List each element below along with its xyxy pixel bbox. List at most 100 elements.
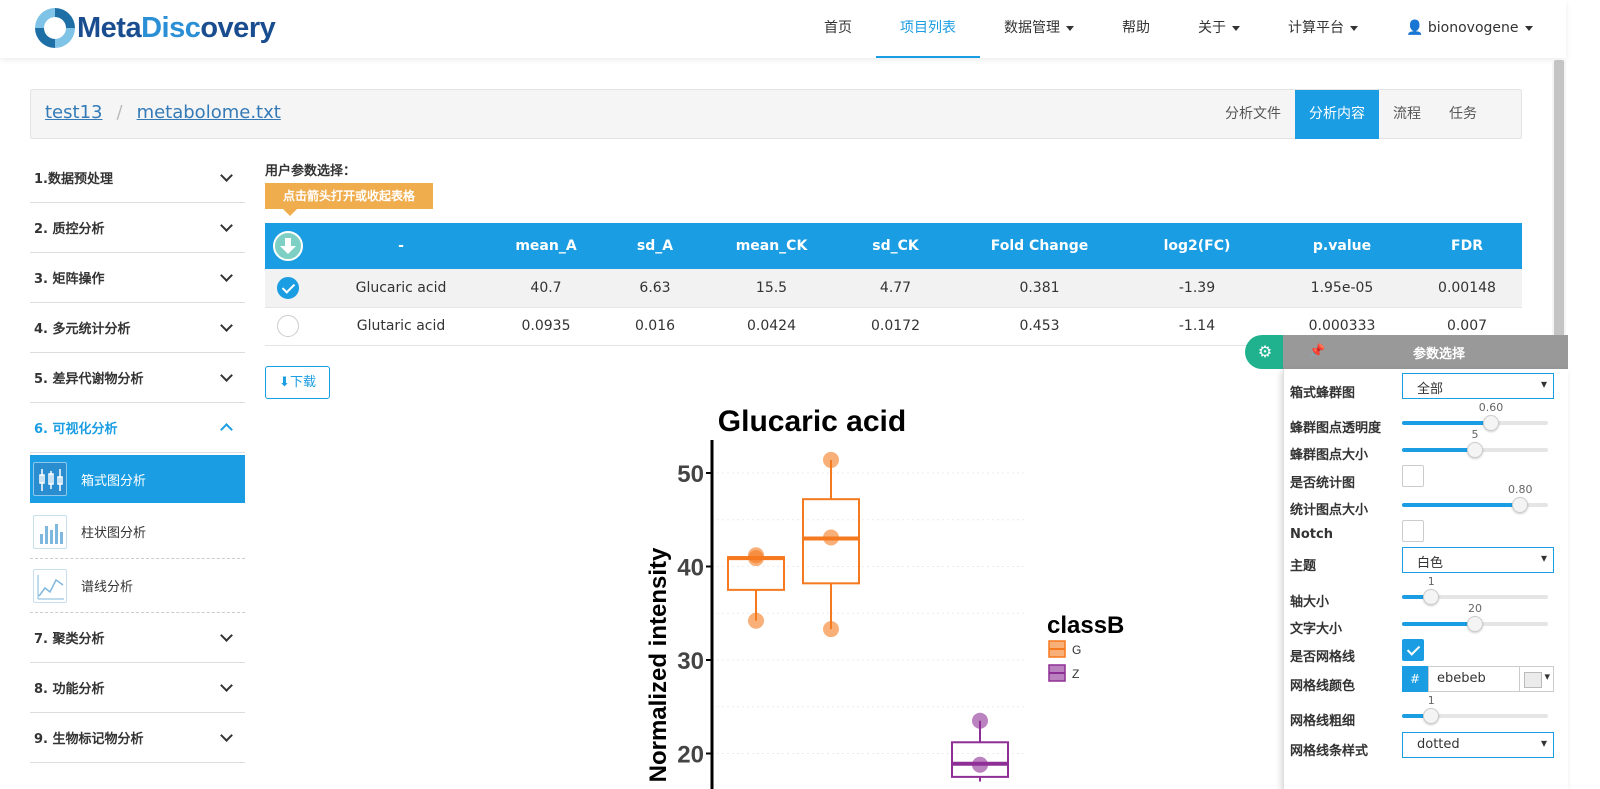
table-row[interactable]: Glucaric acid 40.7 6.63 15.5 4.77 0.381 … [265, 269, 1522, 308]
table-cell: 40.7 [491, 269, 601, 308]
nav-projects[interactable]: 项目列表 [876, 0, 980, 58]
gear-icon[interactable]: ⚙ [1245, 335, 1285, 369]
data-point [748, 612, 764, 629]
param-label: 蜂群图点大小 [1290, 448, 1369, 463]
chevron-down-icon [220, 269, 233, 282]
table-cell: 0.016 [601, 307, 709, 346]
param-label: 箱式蜂群图 [1290, 386, 1356, 401]
row-radio[interactable] [277, 315, 299, 337]
slider-handle[interactable] [1467, 616, 1483, 632]
nav-data-management[interactable]: 数据管理 [980, 0, 1098, 58]
download-icon: ⬇ [279, 375, 290, 390]
show-stat-checkbox[interactable] [1402, 465, 1424, 487]
view-tabs: 分析文件 分析内容 流程 任务 [1211, 90, 1491, 139]
col-header: sd_CK [834, 223, 957, 269]
slider-handle[interactable] [1423, 589, 1440, 605]
chevron-down-icon [220, 369, 233, 382]
sidebar-item-biomarker[interactable]: 9. 生物标记物分析 [30, 713, 245, 763]
sidebar-item-preprocessing[interactable]: 1.数据预处理 [30, 153, 245, 203]
slider-handle[interactable] [1483, 415, 1500, 431]
col-header: FDR [1412, 223, 1522, 269]
sidebar-item-multivariate[interactable]: 4. 多元统计分析 [30, 303, 245, 353]
tab-analysis-files[interactable]: 分析文件 [1225, 106, 1281, 122]
table-cell: 0.0935 [491, 307, 601, 346]
grid-style-select[interactable]: dotted [1402, 732, 1554, 758]
color-picker-button[interactable] [1520, 666, 1554, 692]
axis-size-slider[interactable]: 1 [1402, 575, 1548, 605]
grid-width-slider[interactable]: 1 [1402, 694, 1548, 724]
breadcrumb-file-link[interactable]: metabolome.txt [136, 102, 281, 123]
param-label: 网格线条样式 [1290, 744, 1369, 759]
sidebar-item-function[interactable]: 8. 功能分析 [30, 663, 245, 713]
grid-color-value[interactable]: ebebeb [1428, 666, 1520, 692]
nav-compute-platform[interactable]: 计算平台 [1264, 0, 1382, 58]
chevron-down-icon [220, 729, 233, 742]
data-point [823, 451, 839, 468]
slider-handle[interactable] [1467, 442, 1483, 458]
slider-value: 0.80 [1508, 483, 1533, 496]
text-size-slider[interactable]: 20 [1402, 602, 1548, 632]
pin-icon[interactable]: 📌 [1309, 344, 1326, 359]
line-chart-icon [33, 568, 67, 603]
stat-point-size-slider[interactable]: 0.80 [1402, 483, 1548, 513]
breadcrumb-project-link[interactable]: test13 [45, 102, 103, 123]
col-header: sd_A [601, 223, 709, 269]
slider-value: 1 [1427, 694, 1435, 707]
sidebar-item-matrix[interactable]: 3. 矩阵操作 [30, 253, 245, 303]
tab-tasks[interactable]: 任务 [1449, 106, 1477, 122]
slider-handle[interactable] [1423, 708, 1440, 724]
boxplot-icon [33, 462, 67, 496]
nav-user-menu[interactable]: 👤 bionovogene [1382, 0, 1557, 58]
legend-label: G [1072, 643, 1081, 657]
nav-help[interactable]: 帮助 [1122, 20, 1150, 36]
table-cell: 0.381 [957, 269, 1122, 308]
sidebar-item-clustering[interactable]: 7. 聚类分析 [30, 613, 245, 663]
grid-color-input[interactable]: # ebebeb [1402, 666, 1554, 692]
data-point [748, 550, 764, 567]
sidebar-item-visualization[interactable]: 6. 可视化分析 [30, 403, 245, 453]
data-point [972, 756, 988, 773]
download-button[interactable]: ⬇下载 [265, 366, 330, 399]
y-tick-label: 20 [677, 742, 704, 769]
chart-title: Glucaric acid [718, 405, 906, 438]
nav-home[interactable]: 首页 [824, 20, 852, 36]
slider-handle[interactable] [1512, 497, 1529, 513]
chevron-down-icon [220, 679, 233, 692]
scrollbar-thumb[interactable] [1554, 60, 1564, 360]
param-label: 网格线粗细 [1290, 714, 1356, 729]
main-nav: 首页 项目列表 数据管理 帮助 关于 计算平台 👤 bionovogene [800, 0, 1557, 58]
theme-select[interactable]: 白色 [1402, 547, 1554, 573]
row-select-cell [265, 307, 311, 346]
tab-workflow[interactable]: 流程 [1393, 106, 1421, 122]
parameter-panel-title: 参数选择 [1413, 347, 1466, 362]
row-radio-checked[interactable] [277, 276, 299, 299]
sidebar-subitem-spectrum[interactable]: 谱线分析 [30, 559, 245, 613]
nav-about[interactable]: 关于 [1174, 0, 1264, 58]
sidebar-item-differential[interactable]: 5. 差异代谢物分析 [30, 353, 245, 403]
data-point [972, 712, 988, 729]
col-header: mean_CK [709, 223, 834, 269]
show-grid-checkbox[interactable] [1402, 639, 1424, 661]
table-cell: 4.77 [834, 269, 957, 308]
toggle-table-hint: 点击箭头打开或收起表格 [265, 183, 433, 216]
point-alpha-slider[interactable]: 0.60 [1402, 401, 1548, 431]
table-cell: -1.14 [1122, 307, 1272, 346]
parameter-panel: ⚙ 📌 参数选择 箱式蜂群图 全部 蜂群图点透明度 0.60 蜂群图点大小 5 … [1245, 335, 1568, 789]
breadcrumb-bar: test13 / metabolome.txt 分析文件 分析内容 流程 任务 [30, 89, 1522, 139]
caret-down-icon [1524, 25, 1533, 31]
caret-down-icon [1232, 25, 1240, 31]
point-size-slider[interactable]: 5 [1402, 428, 1548, 458]
col-header: Fold Change [957, 223, 1122, 269]
sidebar-item-qc[interactable]: 2. 质控分析 [30, 203, 245, 253]
sidebar-subitem-boxplot[interactable]: 箱式图分析 [30, 455, 245, 503]
brand-logo[interactable]: MetaDiscovery [35, 8, 276, 48]
y-tick-label: 30 [677, 648, 704, 675]
boxplot-mode-select[interactable]: 全部 [1402, 373, 1554, 399]
notch-checkbox[interactable] [1402, 520, 1424, 542]
tab-analysis-content[interactable]: 分析内容 [1295, 90, 1379, 139]
param-label: 是否网格线 [1290, 650, 1356, 665]
table-cell: 15.5 [709, 269, 834, 308]
arrow-down-icon[interactable] [273, 231, 303, 261]
box [802, 498, 860, 585]
sidebar-subitem-barchart[interactable]: 柱状图分析 [30, 505, 245, 559]
